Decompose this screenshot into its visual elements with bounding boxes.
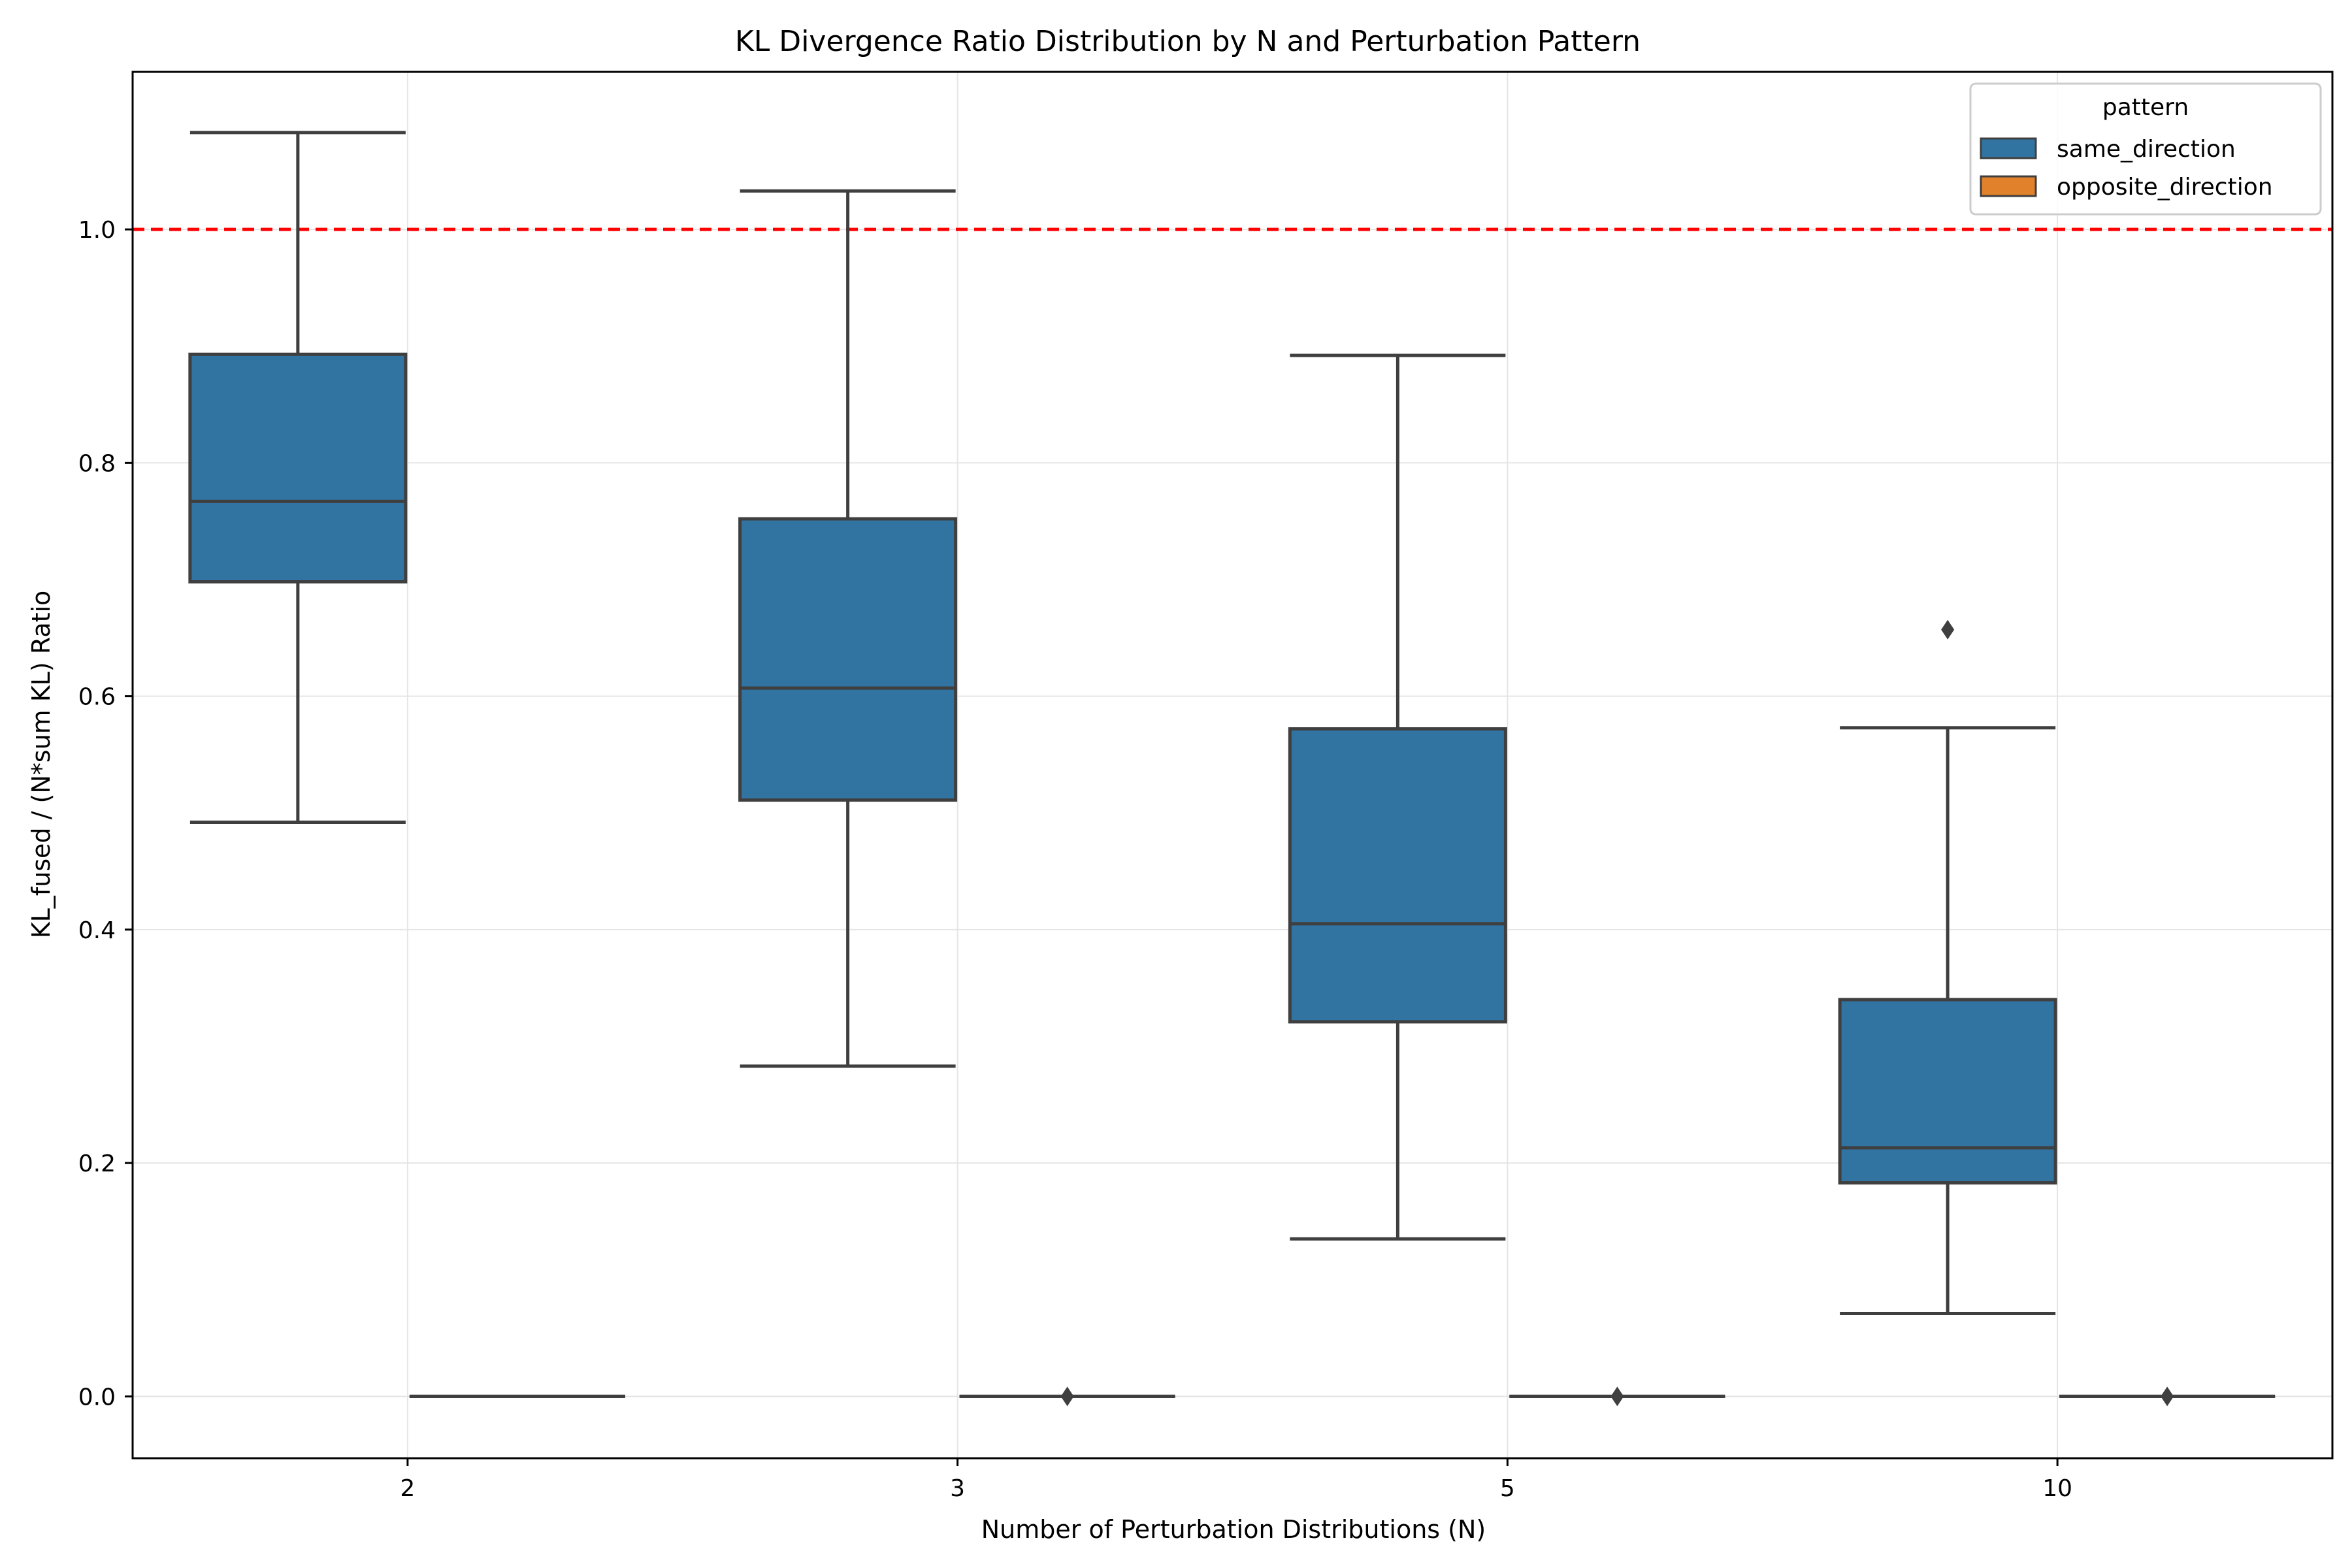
- legend-box: [1969, 82, 2322, 216]
- y-tick-label: 0.8: [78, 450, 116, 477]
- chart-title: KL Divergence Ratio Distribution by N an…: [735, 25, 1641, 58]
- y-tick-label: 0.0: [78, 1384, 116, 1411]
- y-axis-label: KL_fused / (N*sum KL) Ratio: [27, 591, 56, 939]
- iqr-box: [188, 352, 408, 584]
- legend-label-opposite-direction: opposite_direction: [2057, 174, 2273, 201]
- y-tick-label: 1.0: [78, 217, 116, 244]
- box-same-direction-2: [188, 131, 408, 825]
- legend: pattern same_direction opposite_direction: [1969, 82, 2322, 216]
- iqr-box: [738, 517, 958, 802]
- legend-title: pattern: [2102, 94, 2189, 121]
- plot-frame: [131, 71, 2334, 1460]
- y-tick-label: 0.4: [78, 917, 116, 944]
- axes: 0.0 0.2 0.4 0.6 0.8 1.0 2 3 5 10: [78, 71, 2334, 1502]
- legend-swatch-opposite-direction: [1980, 175, 2037, 197]
- x-tick-label: 10: [2042, 1475, 2072, 1502]
- y-tick-label: 0.2: [78, 1151, 116, 1177]
- legend-swatch-same-direction: [1980, 137, 2037, 159]
- y-tick-label: 0.6: [78, 684, 116, 711]
- box-opposite-direction-3: [959, 1386, 1175, 1407]
- x-axis-label: Number of Perturbation Distributions (N): [981, 1515, 1486, 1544]
- legend-label-same-direction: same_direction: [2057, 136, 2236, 163]
- outlier-point: [1941, 619, 1955, 640]
- box-same-direction-10: [1838, 619, 2057, 1316]
- x-tick-label: 2: [400, 1475, 415, 1502]
- box-opposite-direction-10: [2059, 1386, 2276, 1407]
- box-same-direction-3: [738, 189, 958, 1068]
- box-same-direction-5: [1288, 353, 1507, 1241]
- box-plots: [188, 131, 2276, 1407]
- outlier-point: [1610, 1386, 1624, 1407]
- x-tick-label: 5: [1500, 1475, 1515, 1502]
- iqr-box: [1838, 998, 2057, 1184]
- box-opposite-direction-5: [1509, 1386, 1725, 1407]
- outlier-point: [1060, 1386, 1074, 1407]
- series-opposite-direction: [409, 1386, 2276, 1407]
- series-same-direction: [188, 131, 2057, 1316]
- x-tick-label: 3: [950, 1475, 965, 1502]
- outlier-point: [2161, 1386, 2174, 1407]
- iqr-box: [1288, 727, 1507, 1024]
